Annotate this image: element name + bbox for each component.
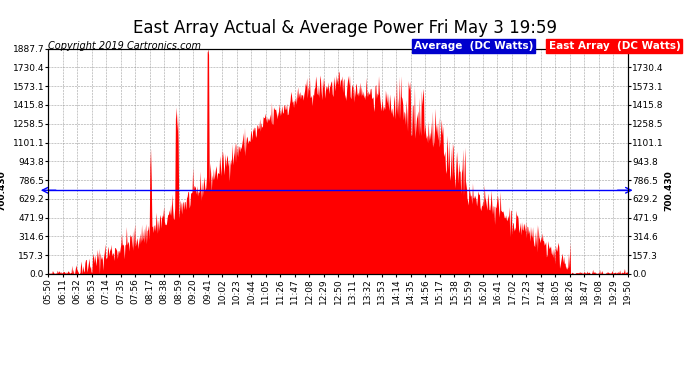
Text: East Array Actual & Average Power Fri May 3 19:59: East Array Actual & Average Power Fri Ma…	[133, 19, 557, 37]
Text: Average  (DC Watts): Average (DC Watts)	[414, 41, 533, 51]
Text: 700.430: 700.430	[0, 170, 6, 211]
Text: 700.430: 700.430	[664, 170, 673, 211]
Text: Copyright 2019 Cartronics.com: Copyright 2019 Cartronics.com	[48, 41, 201, 51]
Text: East Array  (DC Watts): East Array (DC Watts)	[549, 41, 680, 51]
